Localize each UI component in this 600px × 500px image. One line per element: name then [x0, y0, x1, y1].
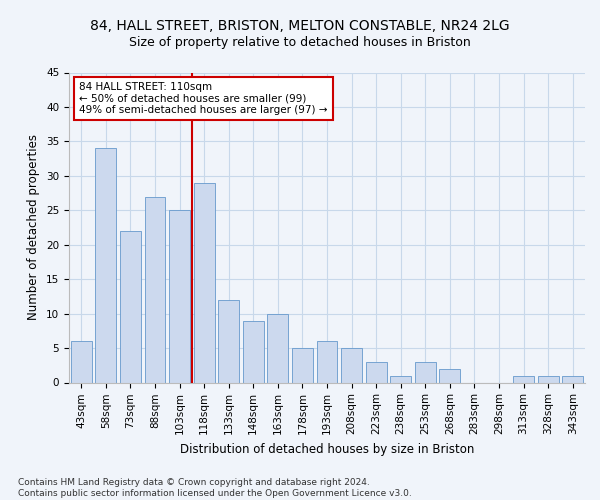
Bar: [218, 300, 239, 382]
Bar: [365, 362, 386, 382]
X-axis label: Distribution of detached houses by size in Briston: Distribution of detached houses by size …: [180, 442, 474, 456]
Bar: [169, 210, 190, 382]
Bar: [390, 376, 411, 382]
Bar: [95, 148, 116, 382]
Text: 84, HALL STREET, BRISTON, MELTON CONSTABLE, NR24 2LG: 84, HALL STREET, BRISTON, MELTON CONSTAB…: [90, 19, 510, 33]
Bar: [120, 231, 141, 382]
Text: Contains HM Land Registry data © Crown copyright and database right 2024.
Contai: Contains HM Land Registry data © Crown c…: [18, 478, 412, 498]
Bar: [243, 320, 264, 382]
Text: Size of property relative to detached houses in Briston: Size of property relative to detached ho…: [129, 36, 471, 49]
Text: 84 HALL STREET: 110sqm
← 50% of detached houses are smaller (99)
49% of semi-det: 84 HALL STREET: 110sqm ← 50% of detached…: [79, 82, 328, 115]
Bar: [71, 341, 92, 382]
Bar: [538, 376, 559, 382]
Bar: [145, 196, 166, 382]
Bar: [562, 376, 583, 382]
Bar: [292, 348, 313, 382]
Bar: [317, 341, 337, 382]
Bar: [439, 368, 460, 382]
Bar: [341, 348, 362, 382]
Y-axis label: Number of detached properties: Number of detached properties: [28, 134, 40, 320]
Bar: [268, 314, 289, 382]
Bar: [415, 362, 436, 382]
Bar: [194, 182, 215, 382]
Bar: [513, 376, 534, 382]
